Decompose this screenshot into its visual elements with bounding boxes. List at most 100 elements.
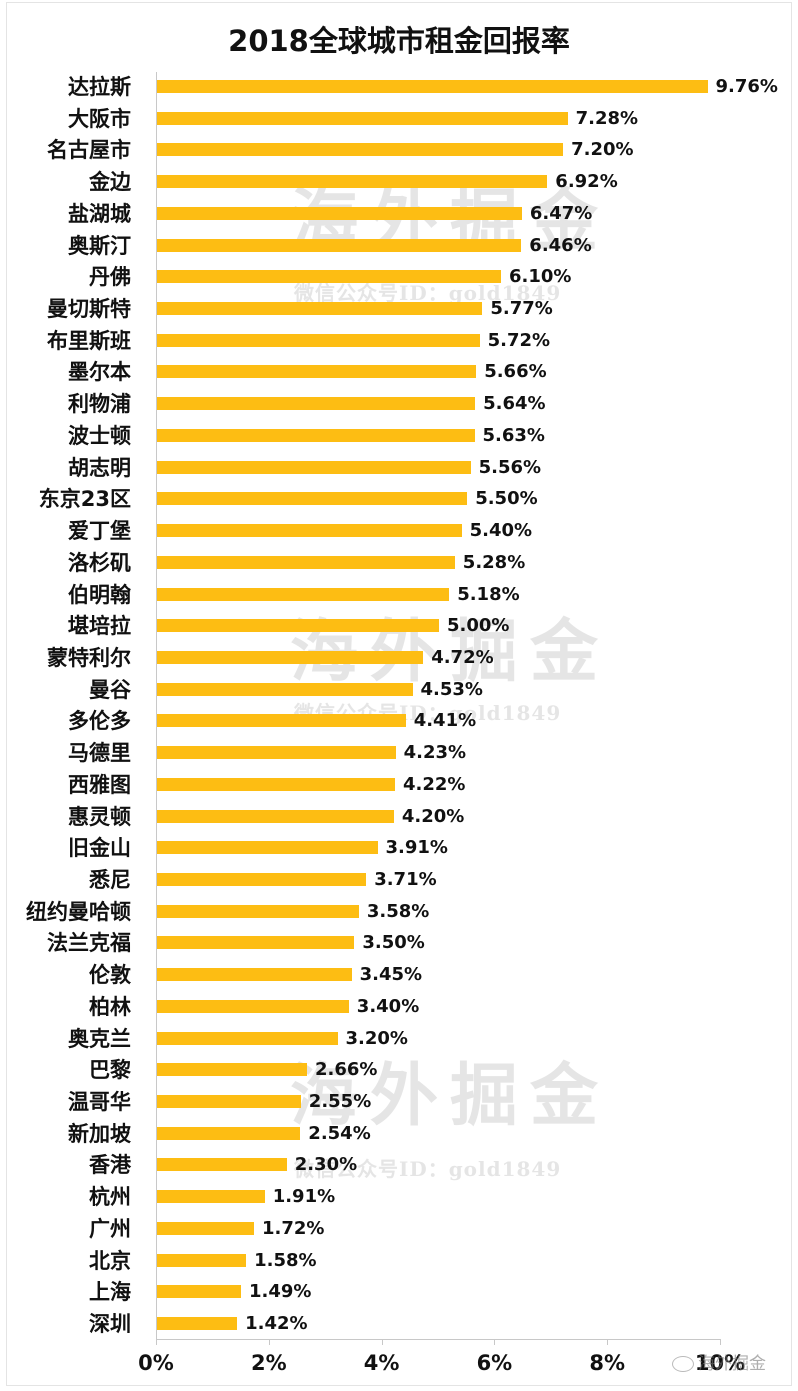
bar [157,365,477,379]
category-label: 纽约曼哈顿 [26,899,131,924]
bar-row: 墨尔本 5.66% [0,356,798,388]
bar-row: 盐湖城 6.47% [0,198,798,230]
value-label: 4.72% [431,646,494,668]
value-label: 6.10% [509,266,572,288]
value-label: 3.45% [359,964,423,986]
chart-frame [6,2,792,1386]
category-label: 伯明翰 [68,582,131,607]
bar-row: 名古屋市 7.20% [0,134,798,166]
category-label: 大阪市 [68,106,131,131]
bar [157,968,352,982]
category-label: 多伦多 [68,709,131,734]
bar [157,746,396,760]
category-label: 东京23区 [38,487,131,512]
category-label: 盐湖城 [68,201,131,226]
value-label: 1.91% [272,1186,336,1208]
bar-row: 布里斯班 5.72% [0,325,798,357]
value-label: 5.18% [457,583,520,605]
category-label: 爱丁堡 [68,519,131,544]
value-label: 5.63% [482,424,545,446]
x-axis-line [156,1339,721,1340]
bar [157,492,468,506]
value-label: 4.41% [413,710,477,732]
bar-row: 丹佛 6.10% [0,261,798,293]
value-label: 5.28% [462,551,526,573]
bar-row: 马德里 4.23% [0,737,798,769]
category-label: 柏林 [89,994,131,1019]
category-label: 布里斯班 [47,328,131,353]
bar-row: 深圳 1.42% [0,1308,798,1340]
bar-row: 悉尼 3.71% [0,864,798,896]
value-label: 5.50% [475,488,538,510]
category-label: 墨尔本 [68,360,131,385]
bar [157,1190,265,1204]
bar [157,904,359,918]
category-label: 温哥华 [68,1090,131,1115]
chart-title: 2018全球城市租金回报率 [228,24,570,58]
bar [157,873,367,886]
value-label: 5.56% [478,456,542,478]
x-tick [607,1339,609,1345]
x-tick [494,1339,496,1345]
bar [157,1095,301,1109]
x-tick-label: 10% [694,1351,746,1375]
value-label: 3.71% [374,869,437,890]
category-label: 奥斯汀 [68,233,131,258]
bar-row: 曼切斯特 5.77% [0,293,798,325]
x-tick-label: 8% [589,1351,626,1375]
value-label: 3.91% [385,837,448,859]
category-label: 堪培拉 [68,614,131,639]
value-label: 1.58% [254,1249,317,1271]
category-label: 法兰克福 [47,931,131,956]
value-label: 4.53% [420,678,483,700]
bar-row: 伯明翰 5.18% [0,579,798,611]
bar-row: 温哥华 2.55% [0,1086,798,1118]
category-label: 伦敦 [89,963,131,988]
bar [157,650,424,664]
category-label: 胡志明 [68,455,131,480]
value-label: 3.58% [366,900,430,922]
category-label: 达拉斯 [68,75,131,99]
x-tick-label: 6% [476,1351,513,1375]
bar [157,1063,307,1077]
bar [157,1317,238,1331]
bar [157,397,476,411]
bar [157,682,413,696]
bar-row: 北京 1.58% [0,1245,798,1277]
bar [157,1285,241,1299]
bar [157,460,471,474]
bar [157,238,522,252]
value-label: 5.72% [487,329,551,351]
category-label: 上海 [89,1280,131,1305]
bar-row: 上海 1.49% [0,1276,798,1308]
category-label: 杭州 [89,1185,131,1210]
bar [157,206,522,220]
value-label: 9.76% [715,76,778,97]
x-tick-label: 4% [363,1351,400,1375]
bar-row: 奥克兰 3.20% [0,1023,798,1055]
value-label: 5.00% [447,615,510,637]
value-label: 3.20% [345,1027,408,1049]
bar-row: 西雅图 4.22% [0,769,798,801]
bar-row: 达拉斯 9.76% [0,71,798,103]
bar [157,333,480,347]
value-label: 5.64% [483,393,546,415]
value-label: 5.66% [484,361,547,383]
bar-row: 伦敦 3.45% [0,959,798,991]
bar [157,1221,254,1235]
bar [157,1253,247,1267]
wechat-icon [672,1356,694,1372]
bar [157,1158,287,1172]
bar [157,936,355,950]
value-label: 5.40% [469,520,533,542]
category-label: 利物浦 [68,392,131,417]
bar-row: 法兰克福 3.50% [0,927,798,959]
category-label: 丹佛 [89,265,131,290]
bar [157,841,378,855]
category-label: 名古屋市 [47,138,131,163]
bar-row: 多伦多 4.41% [0,705,798,737]
bar [157,587,450,601]
bar-row: 胡志明 5.56% [0,452,798,484]
bar-row: 金边 6.92% [0,166,798,198]
bar-row: 堪培拉 5.00% [0,610,798,642]
